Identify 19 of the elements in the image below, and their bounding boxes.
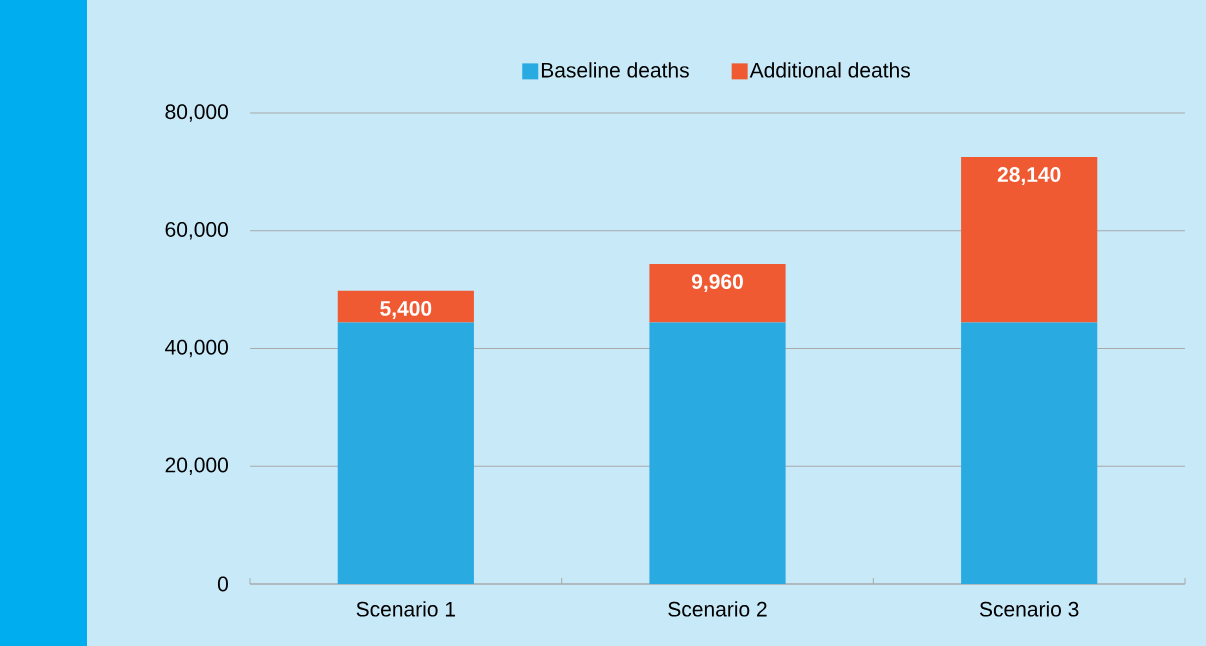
y-tick-label: 20,000 (165, 457, 228, 475)
data-label: 9,960 (691, 274, 743, 293)
bar (649, 322, 786, 584)
y-tick-label: 40,000 (165, 339, 228, 358)
legend-label: Baseline deaths (541, 62, 689, 78)
legend-label: Additional deaths (749, 62, 910, 78)
data-label: 5,400 (380, 301, 432, 319)
x-tick-label: Scenario 2 (668, 601, 767, 617)
x-tick-label: Scenario 3 (979, 601, 1079, 617)
x-tick-label: Scenario 1 (356, 601, 455, 617)
bar (961, 322, 1098, 584)
bar (961, 156, 1098, 323)
data-label: 28,140 (997, 167, 1061, 186)
y-tick-label: 60,000 (165, 222, 228, 240)
bar (649, 263, 786, 323)
bar (337, 290, 474, 323)
bar (337, 322, 474, 584)
y-tick-label: 80,000 (165, 104, 228, 122)
y-tick-label: 0 (217, 576, 228, 592)
